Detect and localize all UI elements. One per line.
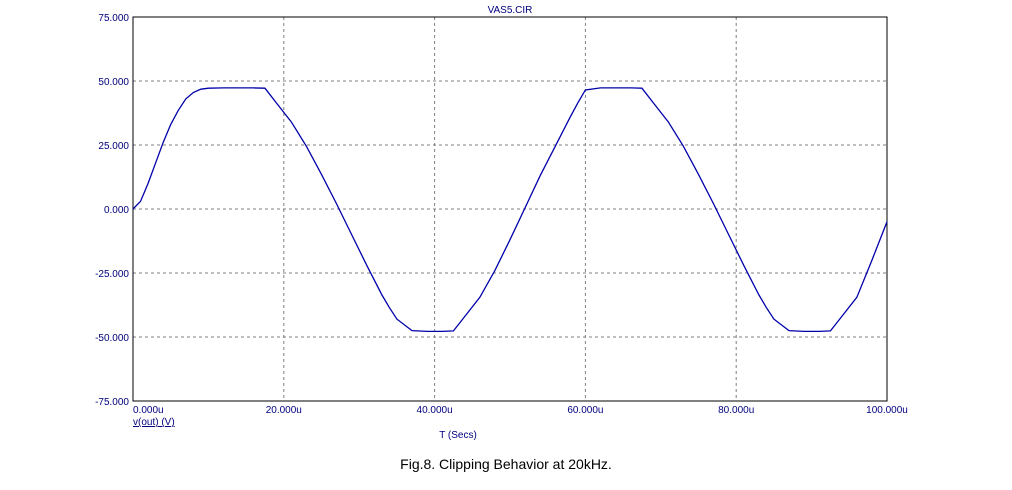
y-tick-label: -50.000	[95, 333, 129, 344]
y-tick-label: 25.000	[98, 141, 129, 152]
plot-svg: VAS5.CIR 75.000 50.000 25.000 0.000 -25.000 -…	[95, 5, 908, 441]
y-tick-label: 0.000	[104, 205, 129, 216]
x-tick-labels: 0.000u 20.000u 40.000u 60.000u 80.000u 100.00…	[133, 405, 908, 416]
y-tick-labels: 75.000 50.000 25.000 0.000 -25.000 -50.000 -75…	[95, 13, 129, 408]
y-tick-label: -25.000	[95, 269, 129, 280]
x-tick-label: 60.000u	[567, 405, 603, 416]
x-axis-label: T (Secs)	[439, 430, 477, 441]
x-tick-label: 20.000u	[266, 405, 302, 416]
plot-frame	[132, 16, 888, 402]
x-tick-label: 0.000u	[133, 405, 164, 416]
series-line-vout	[132, 87, 888, 333]
x-tick-label: 80.000u	[718, 405, 754, 416]
y-tick-label: 75.000	[98, 13, 129, 24]
y-tick-label: -75.000	[95, 397, 129, 408]
chart-title: VAS5.CIR	[488, 5, 533, 16]
y-tick-label: 50.000	[98, 77, 129, 88]
series-label: v(out) (V)	[133, 417, 175, 428]
grid	[133, 17, 887, 401]
x-tick-label: 100.000u	[866, 405, 908, 416]
figure-caption: Fig.8. Clipping Behavior at 20kHz.	[400, 456, 612, 472]
x-tick-label: 40.000u	[417, 405, 453, 416]
